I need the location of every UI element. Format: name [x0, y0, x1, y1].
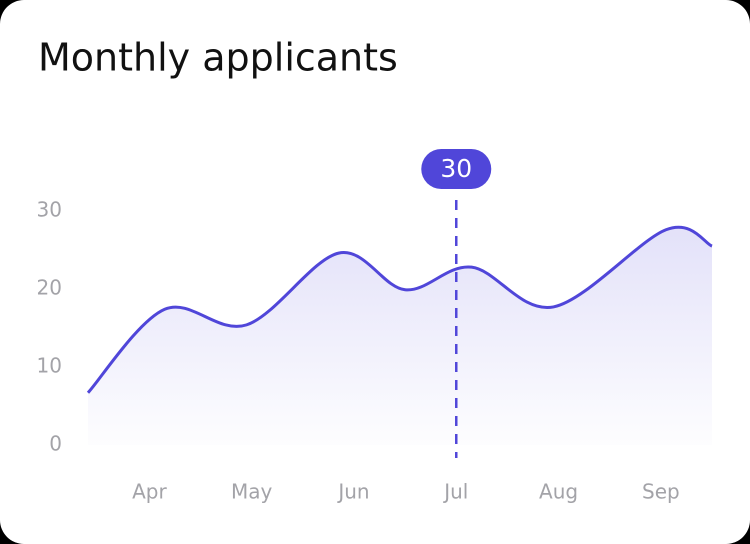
- line: [86, 225, 713, 394]
- x-tick-label: Sep: [642, 480, 680, 504]
- x-tick-label: Apr: [132, 480, 167, 504]
- x-tick-label: Jun: [336, 480, 369, 504]
- y-tick-label: 10: [37, 354, 62, 378]
- y-tick-label: 0: [49, 432, 62, 456]
- highlight-label: 30: [440, 154, 472, 183]
- highlight-badge: [421, 149, 492, 189]
- area-fill: [88, 227, 712, 445]
- x-tick-label: May: [231, 480, 273, 504]
- chart-title: Monthly applicants: [38, 36, 398, 80]
- x-tick-label: Aug: [539, 480, 578, 504]
- x-tick-label: Jul: [442, 480, 468, 504]
- y-tick-label: 20: [37, 276, 62, 300]
- y-tick-label: 30: [37, 198, 62, 222]
